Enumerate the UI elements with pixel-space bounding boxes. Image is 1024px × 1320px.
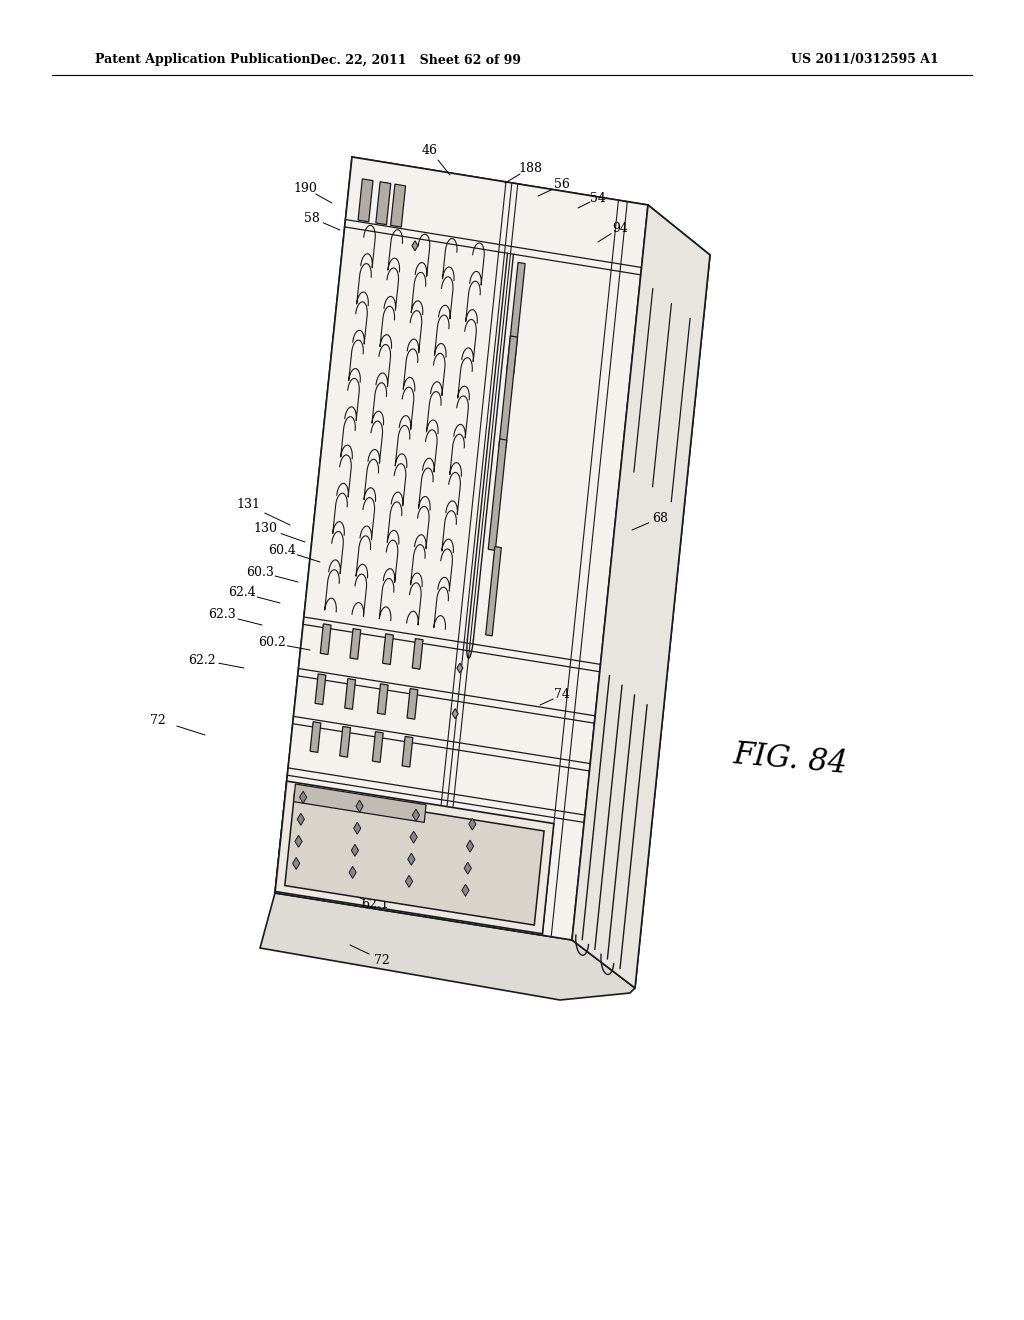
Text: 46: 46 <box>422 144 438 157</box>
Polygon shape <box>462 884 469 896</box>
Polygon shape <box>285 792 544 925</box>
Polygon shape <box>315 675 326 705</box>
Text: 188: 188 <box>518 161 542 174</box>
Polygon shape <box>383 634 393 664</box>
Text: 60.2: 60.2 <box>258 636 286 649</box>
Polygon shape <box>402 737 413 767</box>
Polygon shape <box>572 205 710 987</box>
Polygon shape <box>275 157 648 940</box>
Polygon shape <box>293 858 300 870</box>
Text: 68: 68 <box>652 511 668 524</box>
Polygon shape <box>275 781 554 933</box>
Polygon shape <box>351 845 358 857</box>
Polygon shape <box>485 546 502 636</box>
Text: Dec. 22, 2011   Sheet 62 of 99: Dec. 22, 2011 Sheet 62 of 99 <box>309 54 520 66</box>
Polygon shape <box>457 663 463 673</box>
Text: 94: 94 <box>612 222 628 235</box>
Text: 62.2: 62.2 <box>188 653 216 667</box>
Polygon shape <box>412 240 418 251</box>
Polygon shape <box>499 337 517 447</box>
Polygon shape <box>376 182 391 224</box>
Polygon shape <box>297 813 304 825</box>
Text: 72: 72 <box>151 714 166 726</box>
Polygon shape <box>408 689 418 719</box>
Polygon shape <box>294 784 426 822</box>
Polygon shape <box>413 809 420 821</box>
Polygon shape <box>275 157 648 940</box>
Polygon shape <box>350 628 360 659</box>
Polygon shape <box>410 832 417 843</box>
Polygon shape <box>413 639 423 669</box>
Text: US 2011/0312595 A1: US 2011/0312595 A1 <box>792 54 939 66</box>
Text: 130: 130 <box>253 521 278 535</box>
Polygon shape <box>467 840 474 853</box>
Polygon shape <box>321 624 331 655</box>
Polygon shape <box>345 678 355 709</box>
Polygon shape <box>453 709 458 718</box>
Polygon shape <box>464 862 471 874</box>
Polygon shape <box>469 818 476 830</box>
Polygon shape <box>358 180 373 222</box>
Polygon shape <box>300 791 307 803</box>
Polygon shape <box>310 722 321 752</box>
Text: 60.4: 60.4 <box>268 544 296 557</box>
Text: 62.4: 62.4 <box>228 586 256 599</box>
Polygon shape <box>356 800 364 812</box>
Text: 190: 190 <box>293 181 317 194</box>
Text: 58: 58 <box>304 211 319 224</box>
Text: 56: 56 <box>554 178 570 191</box>
Text: 74: 74 <box>554 689 570 701</box>
Polygon shape <box>378 684 388 714</box>
Polygon shape <box>572 205 710 987</box>
Polygon shape <box>260 894 635 1001</box>
Polygon shape <box>349 866 356 878</box>
Polygon shape <box>373 731 383 763</box>
Text: 62.1: 62.1 <box>361 899 389 912</box>
Polygon shape <box>408 853 415 865</box>
Polygon shape <box>488 440 507 550</box>
Polygon shape <box>406 875 413 887</box>
Polygon shape <box>507 263 525 374</box>
Text: 72: 72 <box>374 953 390 966</box>
Text: 131: 131 <box>236 499 260 511</box>
Polygon shape <box>340 726 350 758</box>
Text: 54: 54 <box>590 191 606 205</box>
Polygon shape <box>353 822 360 834</box>
Text: 60.1: 60.1 <box>431 869 459 882</box>
Polygon shape <box>390 185 406 227</box>
Text: FIG. 84: FIG. 84 <box>731 739 849 780</box>
Text: Patent Application Publication: Patent Application Publication <box>95 54 310 66</box>
Text: 62.3: 62.3 <box>208 609 236 622</box>
Text: 60.3: 60.3 <box>246 565 274 578</box>
Polygon shape <box>295 836 302 847</box>
